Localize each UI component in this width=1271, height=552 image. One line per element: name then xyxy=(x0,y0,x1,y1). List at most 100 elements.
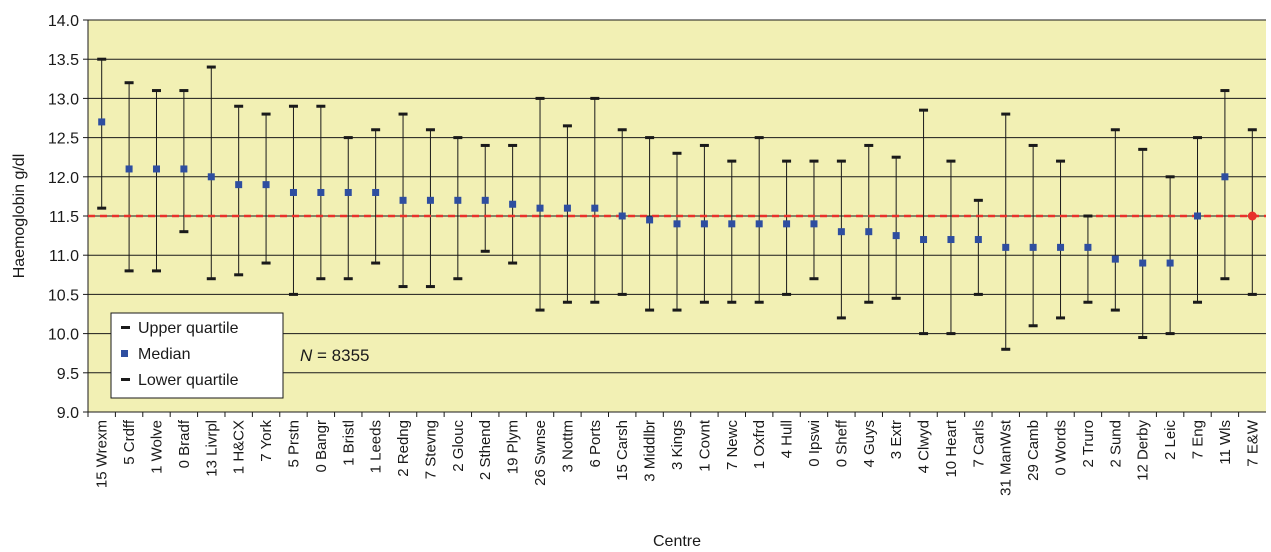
median-point xyxy=(426,196,434,204)
median-point xyxy=(1111,255,1119,263)
x-category-label: 0 Words xyxy=(1053,420,1070,476)
median-point xyxy=(646,216,654,224)
lower-quartile-mark xyxy=(398,285,408,289)
lower-quartile-mark xyxy=(1028,324,1038,328)
lower-quartile-mark xyxy=(727,300,737,304)
legend-lower-swatch xyxy=(121,378,130,381)
legend-median-swatch xyxy=(121,350,128,357)
upper-quartile-mark xyxy=(151,89,161,93)
lower-quartile-mark xyxy=(343,277,353,281)
lower-quartile-mark xyxy=(699,300,709,304)
upper-quartile-mark xyxy=(919,108,929,112)
upper-quartile-mark xyxy=(809,159,819,163)
lower-quartile-mark xyxy=(151,269,161,273)
median-point xyxy=(536,204,544,212)
upper-quartile-mark xyxy=(535,96,545,100)
upper-quartile-mark xyxy=(261,112,271,116)
upper-quartile-mark xyxy=(590,96,600,100)
median-point xyxy=(755,220,763,228)
upper-quartile-mark xyxy=(782,159,792,163)
median-point xyxy=(947,236,955,244)
x-category-label: 7 Newc xyxy=(724,420,741,471)
annotation-italic: N xyxy=(300,346,313,365)
upper-quartile-mark xyxy=(398,112,408,116)
lower-quartile-mark xyxy=(946,332,956,336)
median-point xyxy=(563,204,571,212)
upper-quartile-mark xyxy=(946,159,956,163)
median-point xyxy=(974,236,982,244)
lower-quartile-mark xyxy=(371,261,381,265)
lower-quartile-mark xyxy=(973,292,983,296)
upper-quartile-mark xyxy=(508,143,518,147)
lower-quartile-mark xyxy=(864,300,874,304)
median-point xyxy=(235,181,243,189)
x-category-label: 7 Eng xyxy=(1190,420,1207,459)
x-category-label: 1 Leeds xyxy=(368,420,385,473)
median-point xyxy=(1084,243,1092,251)
x-category-label: 6 Ports xyxy=(587,420,604,468)
median-point xyxy=(1029,243,1037,251)
lower-quartile-mark xyxy=(1165,332,1175,336)
lower-quartile-mark xyxy=(480,249,490,253)
legend-median-label: Median xyxy=(138,346,190,363)
median-point xyxy=(865,228,873,236)
lower-quartile-mark xyxy=(836,316,846,320)
upper-quartile-mark xyxy=(206,65,216,69)
median-point xyxy=(344,188,352,196)
legend-upper-label: Upper quartile xyxy=(138,320,239,337)
lower-quartile-mark xyxy=(891,296,901,300)
y-tick-label: 13.5 xyxy=(48,52,79,69)
median-point xyxy=(892,232,900,240)
lower-quartile-mark xyxy=(1193,300,1203,304)
median-point xyxy=(1057,243,1065,251)
y-axis-title: Haemoglobin g/dl xyxy=(11,154,28,279)
legend-upper-swatch xyxy=(121,326,130,329)
lower-quartile-mark xyxy=(234,273,244,277)
x-category-label: 26 Swnse xyxy=(532,420,549,486)
lower-quartile-mark xyxy=(316,277,326,281)
upper-quartile-mark xyxy=(288,104,298,108)
x-category-label: 2 Truro xyxy=(1080,420,1097,468)
lower-quartile-mark xyxy=(124,269,134,273)
x-category-label: 1 Wolve xyxy=(148,420,165,474)
y-tick-label: 10.0 xyxy=(48,327,79,344)
legend-lower-label: Lower quartile xyxy=(138,372,239,389)
upper-quartile-mark xyxy=(891,155,901,159)
x-category-label: 2 Sthend xyxy=(477,420,494,480)
lower-quartile-mark xyxy=(1110,308,1120,312)
median-point xyxy=(399,196,407,204)
x-category-label: 3 Nottm xyxy=(559,420,576,473)
x-category-label: 1 Bristl xyxy=(340,420,357,466)
x-category-label: 5 Prstn xyxy=(285,420,302,468)
x-category-label: 15 Wrexm xyxy=(94,420,111,488)
x-category-label: 7 Stevng xyxy=(422,420,439,479)
median-point xyxy=(728,220,736,228)
lower-quartile-mark xyxy=(1083,300,1093,304)
upper-quartile-mark xyxy=(754,136,764,140)
median-point xyxy=(700,220,708,228)
lower-quartile-mark xyxy=(535,308,545,312)
upper-quartile-mark xyxy=(562,124,572,128)
upper-quartile-mark xyxy=(864,143,874,147)
median-point xyxy=(207,173,215,181)
x-category-label: 7 Carls xyxy=(970,420,987,468)
upper-quartile-mark xyxy=(1193,136,1203,140)
lower-quartile-mark xyxy=(562,300,572,304)
x-category-label: 7 York xyxy=(258,420,275,462)
x-category-label: 31 ManWst xyxy=(998,419,1015,496)
upper-quartile-mark xyxy=(973,198,983,202)
y-tick-label: 13.0 xyxy=(48,91,79,108)
median-point xyxy=(180,165,188,173)
median-point xyxy=(1221,173,1229,181)
legend-box xyxy=(110,312,284,399)
upper-quartile-mark xyxy=(1056,159,1066,163)
upper-quartile-mark xyxy=(97,57,107,61)
median-point xyxy=(98,118,106,126)
lower-quartile-mark xyxy=(1220,277,1230,281)
x-category-label: 2 Glouc xyxy=(450,420,467,472)
upper-quartile-mark xyxy=(1001,112,1011,116)
lower-quartile-mark xyxy=(782,292,792,296)
y-axis-ticks: 9.0 9.5 10.0 10.5 11.0 11.5 12.0 12.5 13.0 13.5 14… xyxy=(48,13,1266,422)
upper-quartile-mark xyxy=(343,136,353,140)
x-category-label: 4 Clwyd xyxy=(916,420,933,473)
